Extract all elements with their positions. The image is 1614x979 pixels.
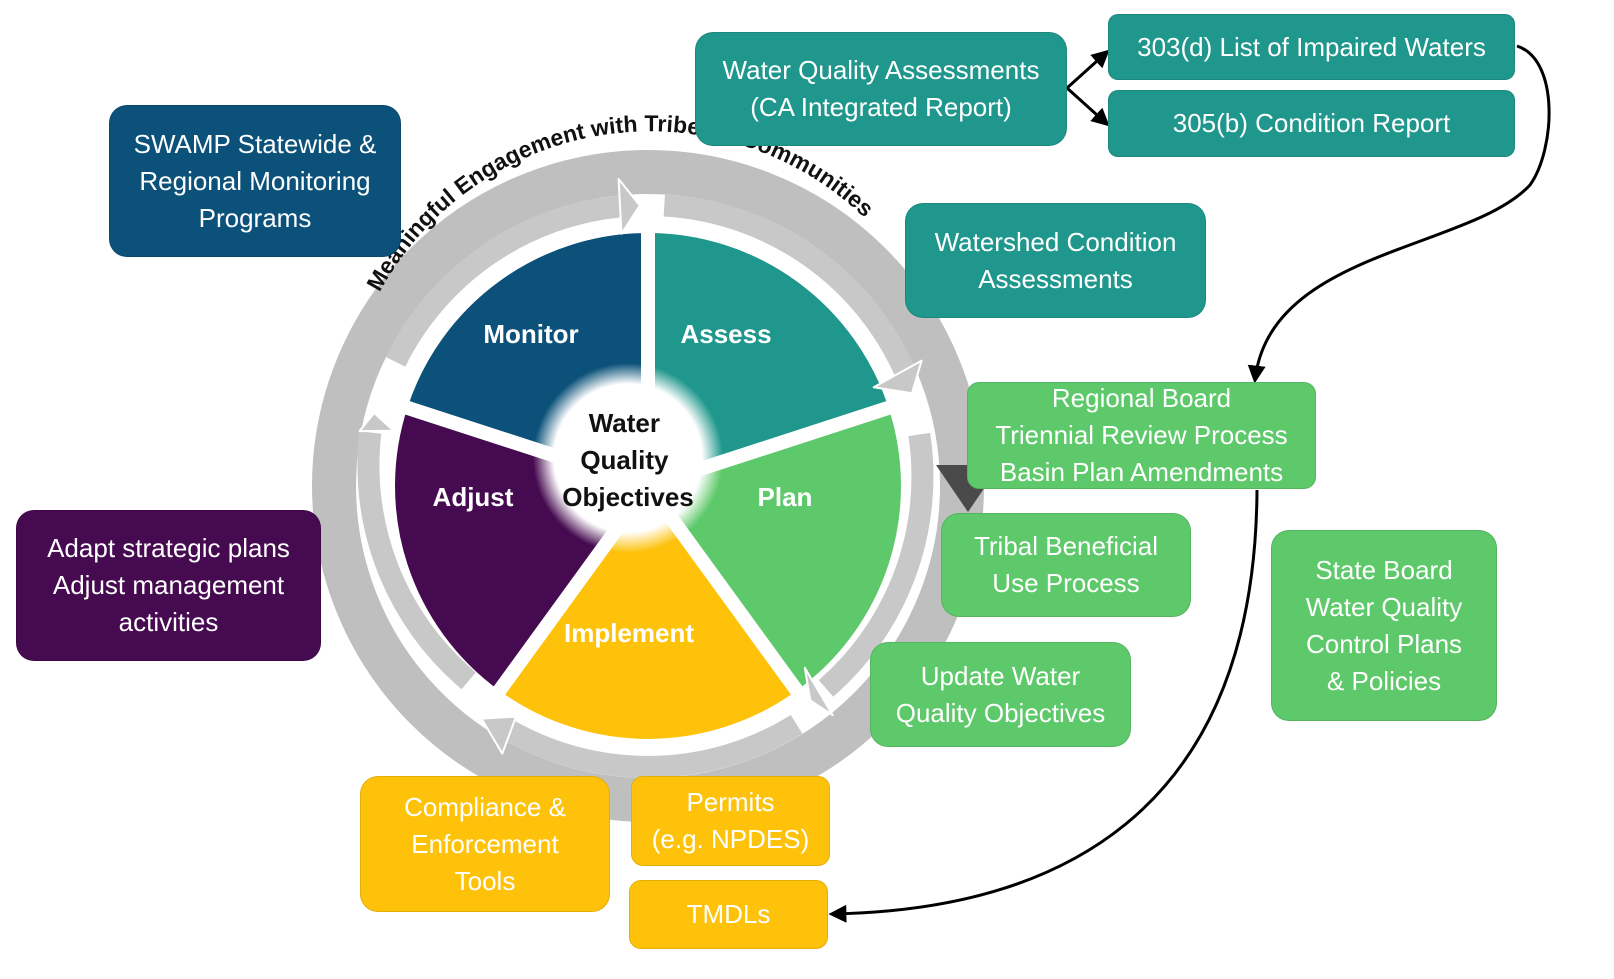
watershed-condition-box: Watershed Condition Assessments — [905, 203, 1206, 318]
triennial-line-1: Regional Board — [1051, 383, 1232, 413]
305b-report-box: 305(b) Condition Report — [1108, 90, 1515, 157]
center-circle — [533, 363, 723, 553]
inner-arrow-adjust — [357, 431, 476, 690]
tribal-line-1: Tribal Beneficial — [973, 531, 1158, 561]
stage-label-plan: Plan — [758, 482, 813, 512]
update-wqo-line-2: Quality Objectives — [895, 697, 1106, 728]
permits-line-2: (e.g. NPDES) — [651, 824, 810, 854]
watershed-line-1: Watershed Condition — [934, 226, 1177, 257]
compliance-line-3: Tools — [454, 865, 516, 896]
stage-label-monitor: Monitor — [483, 319, 578, 349]
connector-triennial-to-tmdls — [828, 489, 1259, 923]
state-board-line-4: & Policies — [1326, 665, 1442, 696]
wqa-line-1: Water Quality Assessments — [722, 55, 1040, 85]
adapt-line-1: Adapt strategic plans — [47, 533, 290, 563]
connector-wqa-to-305b — [1065, 86, 1110, 127]
update-wqo-box: Update Water Quality Objectives — [870, 642, 1131, 747]
adapt-line-2: Adjust management — [52, 570, 285, 600]
inner-arrowhead-implement — [480, 715, 517, 755]
stage-label-implement: Implement — [564, 618, 694, 648]
inner-arrowhead-adjust — [358, 412, 395, 433]
connector-wqa-to-303d — [1065, 49, 1110, 90]
inner-arrow-monitor — [385, 195, 622, 367]
triennial-line-2: Triennial Review Process — [995, 420, 1288, 450]
adapt-plans-box: Adapt strategic plans Adjust management … — [16, 510, 321, 661]
inner-arrow-implement — [494, 714, 803, 778]
triennial-line-3: Basin Plan Amendments — [999, 457, 1284, 487]
state-board-box: State Board Water Quality Control Plans … — [1271, 530, 1497, 721]
inner-arrowhead-assess — [872, 359, 923, 395]
303d-line-1: 303(d) List of Impaired Waters — [1137, 31, 1486, 62]
wqa-line-2: (CA Integrated Report) — [750, 92, 1012, 122]
stage-label-adjust: Adjust — [433, 482, 514, 512]
swamp-line-3: Programs — [198, 202, 312, 233]
update-wqo-line-1: Update Water — [920, 660, 1081, 691]
permits-line-1: Permits — [686, 787, 775, 817]
tmdls-box: TMDLs — [629, 880, 828, 949]
state-board-line-2: Water Quality — [1305, 591, 1463, 622]
permits-box: Permits (e.g. NPDES) — [631, 776, 830, 866]
adapt-line-3: activities — [118, 607, 219, 637]
watershed-line-2: Assessments — [978, 263, 1133, 294]
inner-arrow-assess — [663, 194, 917, 379]
tmdls-line-1: TMDLs — [686, 899, 771, 929]
compliance-line-2: Enforcement — [411, 828, 559, 859]
water-quality-assessments-box: Water Quality Assessments (CA Integrated… — [695, 32, 1067, 146]
303d-list-box: 303(d) List of Impaired Waters — [1108, 14, 1515, 80]
swamp-line-2: Regional Monitoring — [139, 165, 371, 196]
tribal-line-2: Use Process — [992, 568, 1140, 598]
center-label: Water Quality Objectives — [562, 408, 694, 512]
inner-arrowhead-plan — [803, 666, 834, 717]
305b-line-1: 305(b) Condition Report — [1172, 108, 1451, 138]
tribal-beneficial-use-box: Tribal Beneficial Use Process — [941, 513, 1191, 617]
state-board-line-3: Control Plans — [1305, 628, 1463, 659]
state-board-line-1: State Board — [1315, 554, 1453, 585]
compliance-line-1: Compliance & — [404, 791, 566, 822]
swamp-line-1: SWAMP Statewide & — [133, 128, 377, 159]
inner-arrowhead-monitor — [617, 178, 641, 235]
compliance-enforcement-box: Compliance & Enforcement Tools — [360, 776, 610, 912]
segment-implement — [488, 479, 808, 753]
swamp-monitoring-box: SWAMP Statewide & Regional Monitoring Pr… — [109, 105, 401, 257]
inner-arrow-plan — [818, 432, 934, 697]
stage-label-assess: Assess — [680, 319, 771, 349]
triennial-review-box: Regional Board Triennial Review Process … — [967, 382, 1316, 489]
connector-303d-to-triennial — [1247, 44, 1551, 384]
